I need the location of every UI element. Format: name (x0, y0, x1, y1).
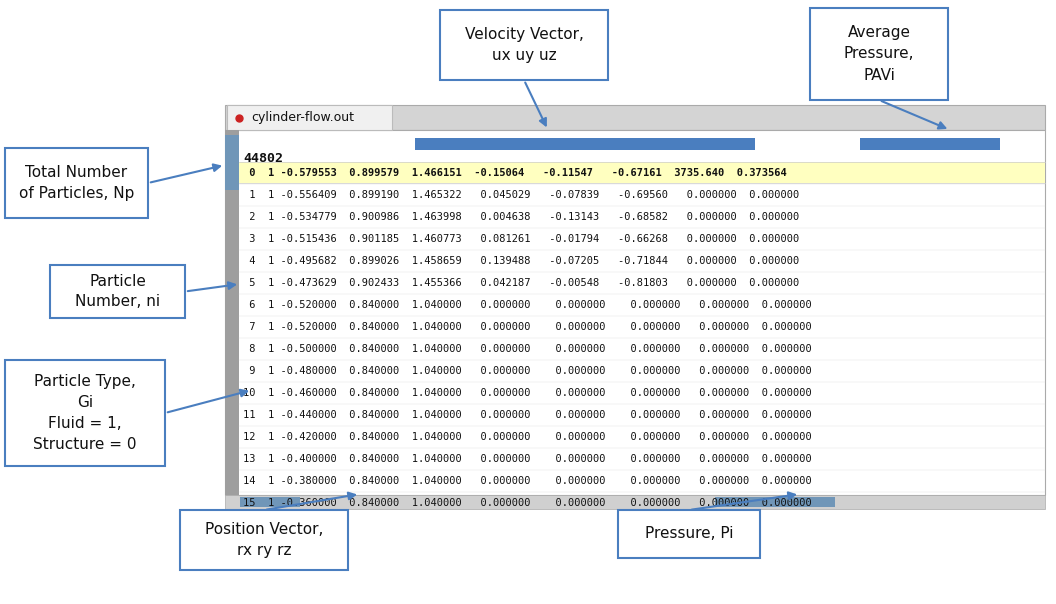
FancyBboxPatch shape (50, 265, 185, 318)
FancyBboxPatch shape (5, 360, 165, 466)
FancyBboxPatch shape (225, 130, 1045, 495)
Text: 14  1 -0.380000  0.840000  1.040000   0.000000    0.000000    0.000000   0.00000: 14 1 -0.380000 0.840000 1.040000 0.00000… (243, 476, 812, 486)
FancyBboxPatch shape (225, 130, 239, 495)
Text: 44802: 44802 (243, 152, 283, 165)
FancyBboxPatch shape (810, 8, 948, 100)
FancyBboxPatch shape (440, 10, 608, 80)
Text: Velocity Vector,
ux uy uz: Velocity Vector, ux uy uz (465, 27, 583, 63)
Text: 10  1 -0.460000  0.840000  1.040000   0.000000    0.000000    0.000000   0.00000: 10 1 -0.460000 0.840000 1.040000 0.00000… (243, 388, 812, 398)
FancyBboxPatch shape (415, 138, 755, 150)
Text: 7  1 -0.520000  0.840000  1.040000   0.000000    0.000000    0.000000   0.000000: 7 1 -0.520000 0.840000 1.040000 0.000000… (243, 322, 812, 332)
Text: Pressure, Pi: Pressure, Pi (645, 527, 733, 542)
FancyBboxPatch shape (225, 105, 1045, 130)
Text: 9  1 -0.480000  0.840000  1.040000   0.000000    0.000000    0.000000   0.000000: 9 1 -0.480000 0.840000 1.040000 0.000000… (243, 366, 812, 376)
FancyBboxPatch shape (860, 138, 1000, 150)
Text: 0  1 -0.579553  0.899579  1.466151  -0.15064   -0.11547   -0.67161  3735.640  0.: 0 1 -0.579553 0.899579 1.466151 -0.15064… (243, 168, 787, 178)
Text: 13  1 -0.400000  0.840000  1.040000   0.000000    0.000000    0.000000   0.00000: 13 1 -0.400000 0.840000 1.040000 0.00000… (243, 454, 812, 464)
FancyBboxPatch shape (240, 497, 300, 507)
Text: 4  1 -0.495682  0.899026  1.458659   0.139488   -0.07205   -0.71844   0.000000  : 4 1 -0.495682 0.899026 1.458659 0.139488… (243, 256, 799, 266)
Text: 6  1 -0.520000  0.840000  1.040000   0.000000    0.000000    0.000000   0.000000: 6 1 -0.520000 0.840000 1.040000 0.000000… (243, 300, 812, 310)
Text: 8  1 -0.500000  0.840000  1.040000   0.000000    0.000000    0.000000   0.000000: 8 1 -0.500000 0.840000 1.040000 0.000000… (243, 344, 812, 354)
Text: Total Number
of Particles, Np: Total Number of Particles, Np (19, 165, 134, 201)
FancyBboxPatch shape (239, 162, 1045, 183)
Text: Particle Type,
Gi
Fluid = 1,
Structure = 0: Particle Type, Gi Fluid = 1, Structure =… (33, 374, 136, 452)
Text: 15  1 -0.360000  0.840000  1.040000   0.000000    0.000000    0.000000   0.00000: 15 1 -0.360000 0.840000 1.040000 0.00000… (243, 498, 812, 508)
Text: 3  1 -0.515436  0.901185  1.460773   0.081261   -0.01794   -0.66268   0.000000  : 3 1 -0.515436 0.901185 1.460773 0.081261… (243, 234, 799, 244)
Text: Particle
Number, ni: Particle Number, ni (75, 274, 161, 309)
FancyBboxPatch shape (227, 105, 392, 130)
FancyBboxPatch shape (618, 510, 760, 558)
Text: 5  1 -0.473629  0.902433  1.455366   0.042187   -0.00548   -0.81803   0.000000  : 5 1 -0.473629 0.902433 1.455366 0.042187… (243, 278, 799, 288)
FancyBboxPatch shape (715, 497, 835, 507)
Text: Position Vector,
rx ry rz: Position Vector, rx ry rz (205, 522, 323, 558)
FancyBboxPatch shape (5, 148, 148, 218)
Text: Average
Pressure,
PAVi: Average Pressure, PAVi (844, 25, 914, 83)
FancyBboxPatch shape (225, 135, 239, 190)
Text: cylinder-flow.out: cylinder-flow.out (251, 111, 354, 124)
Text: 2  1 -0.534779  0.900986  1.463998   0.004638   -0.13143   -0.68582   0.000000  : 2 1 -0.534779 0.900986 1.463998 0.004638… (243, 212, 799, 222)
Text: 11  1 -0.440000  0.840000  1.040000   0.000000    0.000000    0.000000   0.00000: 11 1 -0.440000 0.840000 1.040000 0.00000… (243, 410, 812, 420)
FancyBboxPatch shape (225, 495, 1045, 509)
Text: 12  1 -0.420000  0.840000  1.040000   0.000000    0.000000    0.000000   0.00000: 12 1 -0.420000 0.840000 1.040000 0.00000… (243, 432, 812, 442)
FancyBboxPatch shape (180, 510, 348, 570)
Text: 1  1 -0.556409  0.899190  1.465322   0.045029   -0.07839   -0.69560   0.000000  : 1 1 -0.556409 0.899190 1.465322 0.045029… (243, 190, 799, 200)
